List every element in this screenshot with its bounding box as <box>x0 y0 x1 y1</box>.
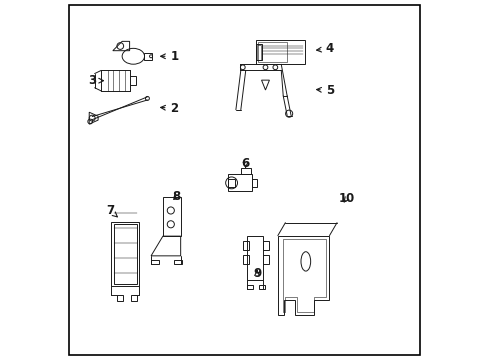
Bar <box>151 260 159 264</box>
Bar <box>256 45 261 59</box>
Text: 6: 6 <box>241 157 249 170</box>
Bar <box>113 224 137 284</box>
Bar <box>263 241 268 250</box>
Bar <box>256 40 304 64</box>
Bar <box>246 285 253 289</box>
Text: 10: 10 <box>338 192 354 205</box>
Bar <box>131 295 137 301</box>
Bar <box>257 42 286 62</box>
Bar <box>251 179 256 186</box>
Bar <box>256 44 262 60</box>
Bar <box>263 255 268 264</box>
Text: 9: 9 <box>252 267 261 280</box>
Text: 4: 4 <box>316 42 333 55</box>
Text: 7: 7 <box>106 204 117 217</box>
Bar <box>243 255 248 264</box>
Bar <box>228 174 251 192</box>
Text: 2: 2 <box>161 102 178 115</box>
Text: 3: 3 <box>88 74 103 87</box>
Bar <box>228 179 234 187</box>
Text: 5: 5 <box>316 84 333 97</box>
Bar <box>173 260 181 264</box>
Bar <box>246 235 263 280</box>
Bar <box>241 168 250 174</box>
Bar <box>258 285 264 289</box>
Text: 8: 8 <box>172 190 180 203</box>
Text: 1: 1 <box>161 50 178 63</box>
Bar <box>243 241 248 250</box>
Bar <box>111 222 139 286</box>
Bar <box>163 197 180 236</box>
Bar <box>117 295 123 301</box>
Bar <box>130 76 135 85</box>
Bar <box>143 53 152 60</box>
